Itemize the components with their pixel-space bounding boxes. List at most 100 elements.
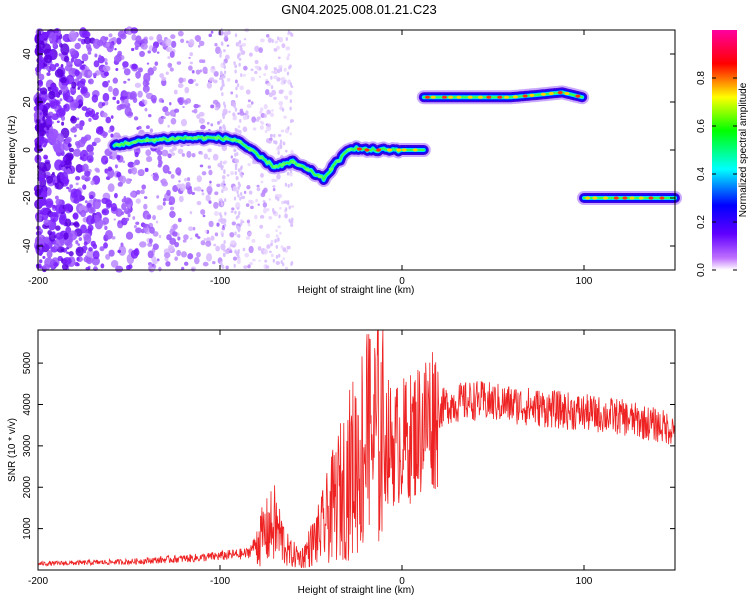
noise-speckle: [280, 129, 285, 133]
noise-speckle: [220, 166, 224, 171]
noise-speckle: [234, 163, 238, 168]
noise-speckle: [149, 226, 155, 234]
noise-speckle: [161, 99, 165, 103]
noise-speckle: [207, 157, 211, 160]
noise-speckle: [259, 38, 265, 43]
noise-speckle: [232, 186, 238, 192]
noise-speckle: [260, 180, 264, 184]
noise-speckle: [122, 91, 129, 97]
noise-speckle: [110, 259, 119, 268]
noise-speckle: [259, 110, 263, 114]
noise-speckle: [80, 209, 87, 218]
spectrogram-trace-layer: [107, 85, 682, 205]
noise-speckle: [91, 94, 99, 103]
noise-speckle: [150, 94, 157, 103]
colorbar-tick-label: 0.2: [696, 215, 707, 229]
noise-speckle: [265, 89, 270, 96]
noise-speckle: [211, 65, 215, 70]
figure-title: GN04.2025.008.01.21.C23: [281, 2, 436, 17]
noise-speckle: [230, 240, 236, 245]
noise-speckle: [216, 222, 220, 227]
noise-speckle: [73, 197, 80, 204]
noise-speckle: [223, 198, 227, 203]
noise-speckle: [277, 193, 283, 199]
noise-speckle: [75, 123, 81, 129]
noise-speckle: [167, 153, 172, 159]
noise-speckle: [121, 211, 125, 216]
noise-speckle: [83, 241, 88, 246]
noise-speckle: [258, 47, 264, 54]
noise-speckle: [177, 217, 182, 223]
noise-speckle: [147, 67, 155, 76]
noise-speckle: [144, 167, 149, 172]
noise-speckle: [223, 223, 227, 228]
trace-peak: [346, 148, 352, 152]
noise-speckle: [187, 78, 194, 85]
noise-speckle: [213, 211, 219, 217]
trace-peak: [168, 137, 174, 141]
trace-peak: [317, 175, 323, 179]
noise-speckle: [263, 73, 267, 77]
noise-speckle: [47, 230, 53, 236]
trace-peak: [430, 95, 436, 99]
noise-speckle: [262, 202, 268, 208]
noise-speckle: [198, 117, 205, 124]
noise-speckle: [222, 180, 226, 185]
trace-peak: [441, 95, 447, 99]
noise-speckle: [180, 251, 187, 258]
noise-speckle: [152, 259, 158, 265]
noise-speckle: [158, 234, 162, 239]
noise-speckle: [71, 81, 77, 89]
noise-speckle: [115, 68, 119, 71]
noise-speckle: [162, 201, 166, 206]
trace-peak: [386, 148, 392, 152]
noise-speckle: [178, 195, 184, 203]
noise-speckle: [272, 258, 276, 263]
noise-speckle: [215, 46, 221, 54]
noise-speckle: [66, 241, 73, 249]
noise-speckle: [201, 171, 207, 176]
noise-speckle: [189, 237, 193, 240]
noise-speckle: [173, 114, 176, 118]
noise-speckle: [283, 79, 286, 84]
noise-speckle: [61, 263, 69, 271]
noise-speckle: [238, 227, 241, 232]
noise-speckle: [289, 119, 293, 124]
noise-speckle: [197, 44, 201, 48]
noise-speckle: [142, 223, 148, 228]
noise-speckle: [241, 42, 247, 47]
noise-speckle: [275, 260, 281, 266]
y-tick-label: 0: [22, 147, 33, 153]
noise-speckle: [231, 207, 235, 211]
noise-speckle: [222, 124, 226, 129]
noise-speckle: [242, 247, 246, 252]
noise-speckle: [184, 100, 189, 105]
noise-speckle: [212, 261, 216, 265]
noise-speckle: [169, 102, 172, 106]
noise-speckle: [268, 216, 272, 219]
noise-speckle: [46, 117, 53, 125]
noise-speckle: [129, 96, 133, 100]
noise-speckle: [200, 124, 206, 130]
noise-speckle: [287, 183, 290, 188]
trace-peak: [629, 196, 635, 200]
noise-speckle: [283, 200, 288, 204]
trace-peak: [376, 148, 382, 152]
noise-speckle: [232, 256, 238, 261]
noise-speckle: [104, 61, 108, 65]
y-tick-label: 2000: [22, 476, 33, 499]
noise-speckle: [223, 65, 227, 70]
noise-speckle: [226, 77, 231, 82]
noise-speckle: [239, 47, 243, 52]
noise-speckle: [163, 252, 171, 259]
noise-speckle: [102, 217, 110, 225]
noise-speckle: [176, 61, 182, 65]
noise-speckle: [226, 174, 230, 177]
noise-speckle: [247, 231, 252, 237]
noise-speckle: [127, 111, 134, 117]
noise-speckle: [36, 127, 45, 137]
noise-speckle: [270, 242, 273, 247]
noise-speckle: [245, 236, 251, 240]
noise-speckle: [254, 45, 260, 52]
